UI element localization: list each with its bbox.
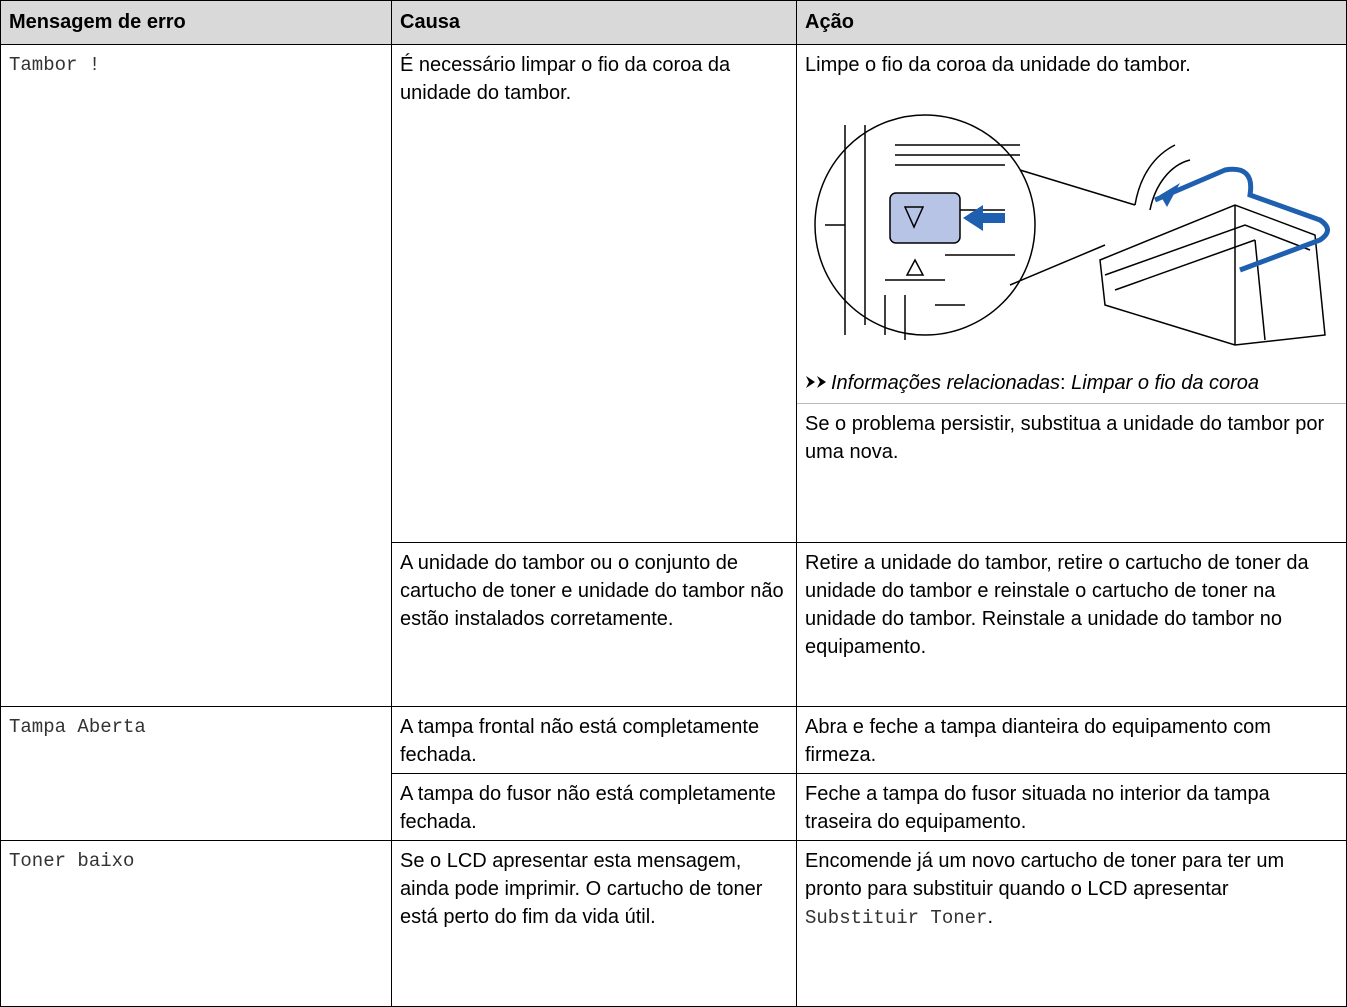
action-end: .: [987, 906, 993, 928]
action: Encomende já um novo cartucho de toner p…: [796, 840, 1347, 1007]
related-separator: :: [1060, 372, 1066, 394]
action-text: Limpe o fio da coroa da unidade do tambo…: [805, 54, 1191, 76]
cause: A tampa do fusor não está completamente …: [391, 773, 797, 841]
message: Toner baixo: [0, 840, 392, 1007]
action-text: Encomende já um novo cartucho de toner p…: [805, 850, 1285, 900]
message: Tampa Aberta: [0, 706, 392, 841]
cause: Se o LCD apresentar esta mensagem, ainda…: [391, 840, 797, 1007]
header-row: Mensagem de erro Causa Ação: [0, 0, 1347, 45]
cause: A tampa frontal não está completamente f…: [391, 706, 797, 774]
row: Toner baixo Se o LCD apresentar esta men…: [0, 840, 1347, 1007]
related-link[interactable]: Limpar o fio da coroa: [1071, 372, 1260, 394]
row: A tampa do fusor não está completamente …: [1, 773, 1347, 841]
arrows-icon: [806, 376, 826, 388]
row: Tampa Aberta A tampa frontal não está co…: [0, 706, 1347, 841]
action: Limpe o fio da coroa da unidade do tambo…: [796, 44, 1347, 543]
illustration: [814, 114, 1330, 346]
message: Tambor !: [0, 44, 392, 707]
row: Tambor ! É necessário limpar o fio da co…: [0, 44, 1347, 707]
related-info: Informações relacionadas: Limpar o fio d…: [805, 369, 1338, 397]
action-note: Se o problema persistir, substitua a uni…: [797, 403, 1346, 466]
action: Abra e feche a tampa dianteira do equipa…: [796, 706, 1347, 774]
cause: É necessário limpar o fio da coroa da un…: [391, 44, 797, 543]
cause: A unidade do tambor ou o conjunto de car…: [391, 542, 797, 707]
action: Feche a tampa do fusor situada no interi…: [796, 773, 1347, 841]
header-cell: Mensagem de erro: [0, 0, 392, 45]
related-label: Informações relacionadas: [831, 372, 1061, 394]
lcd-message: Substituir Toner: [805, 907, 988, 929]
action: Retire a unidade do tambor, retire o car…: [796, 542, 1347, 707]
row: A unidade do tambor ou o conjunto de car…: [1, 542, 1347, 707]
header-cell: Ação: [796, 0, 1347, 45]
header-cell: Causa: [391, 0, 797, 45]
